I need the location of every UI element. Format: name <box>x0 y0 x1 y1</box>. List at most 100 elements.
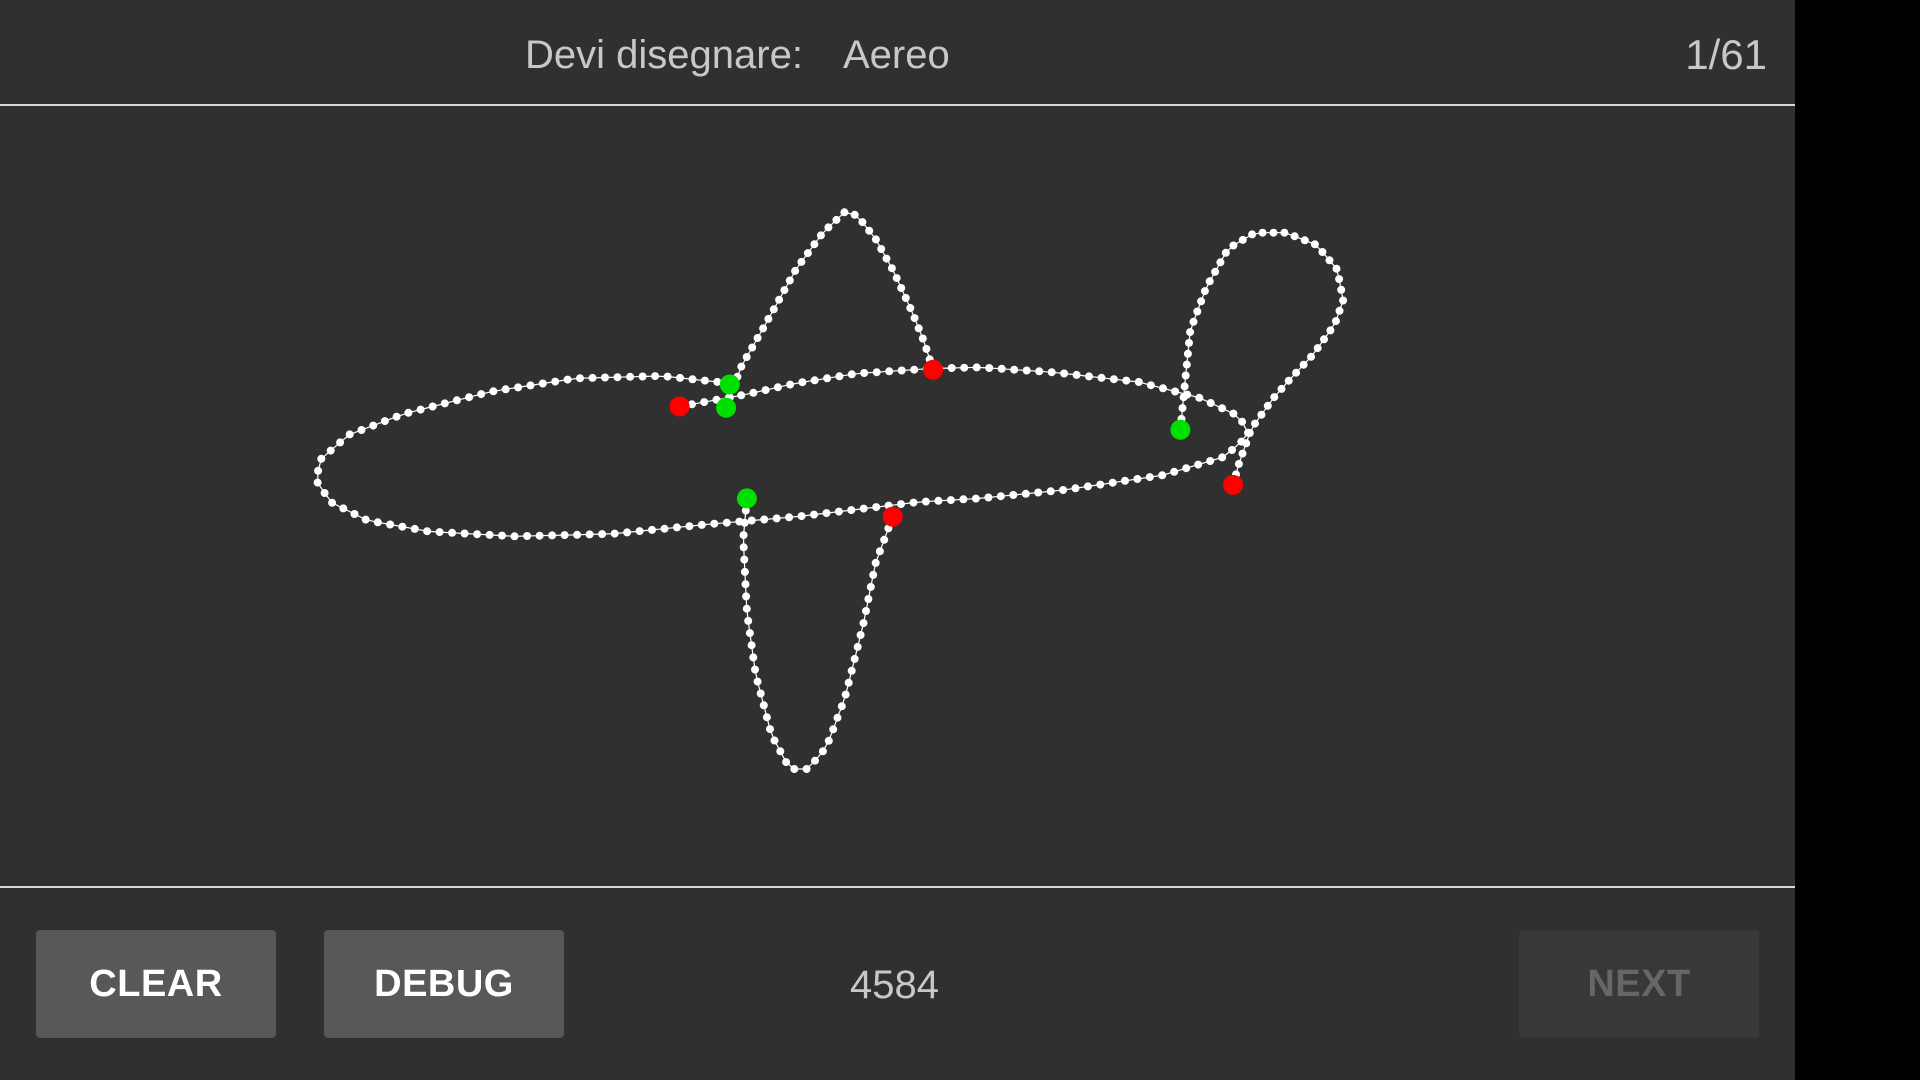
stroke-point <box>1186 328 1195 337</box>
stroke-point <box>585 530 594 539</box>
stroke-point <box>773 383 782 392</box>
stroke-point <box>858 218 867 227</box>
stroke-point <box>1280 228 1289 237</box>
stroke-point <box>756 689 765 698</box>
stroke-point <box>1085 372 1093 381</box>
stroke-point <box>780 286 789 295</box>
stroke-point <box>1181 371 1190 380</box>
stroke-point <box>345 430 354 439</box>
stroke-point <box>465 393 474 402</box>
stroke-point <box>685 522 694 531</box>
stroke-point <box>448 528 457 537</box>
stroke-point <box>810 240 819 249</box>
stroke-point <box>798 378 807 387</box>
stroke-point <box>1182 360 1191 369</box>
stroke-point <box>1229 241 1238 250</box>
stroke-point <box>737 362 746 371</box>
stroke-point <box>910 314 919 323</box>
stroke-point <box>1072 370 1081 379</box>
stroke-point <box>1158 471 1167 480</box>
stroke-point <box>766 725 774 734</box>
stroke-point <box>860 369 869 377</box>
stroke-point <box>350 510 359 518</box>
stroke-point <box>1242 439 1251 448</box>
stroke-end-marker <box>882 506 903 527</box>
stroke-point <box>1292 368 1301 377</box>
stroke-point <box>1022 366 1031 375</box>
stroke-point <box>751 665 759 674</box>
stroke-point <box>1060 369 1069 378</box>
stroke-end-marker <box>1223 474 1244 495</box>
stroke-point <box>1189 317 1198 326</box>
stroke-point <box>440 399 449 408</box>
stroke-point <box>897 500 905 509</box>
stroke-point <box>1195 393 1204 402</box>
stroke-point <box>700 376 709 385</box>
stroke-point <box>676 373 684 382</box>
stroke-start-marker <box>719 374 740 395</box>
stroke-point <box>847 666 856 675</box>
stroke-point <box>710 519 719 528</box>
stroke-point <box>832 215 841 224</box>
stroke-point <box>824 736 833 745</box>
stroke-point <box>1332 264 1341 273</box>
stroke-point <box>877 245 886 253</box>
stroke-point <box>947 364 956 372</box>
stroke-point <box>844 678 853 687</box>
stroke-point <box>1046 487 1055 496</box>
stroke-point <box>1245 429 1254 437</box>
stroke-point <box>1277 384 1286 393</box>
stroke-point <box>392 412 401 421</box>
stroke-point <box>737 391 746 400</box>
stroke-point <box>1221 248 1230 257</box>
stroke-point <box>535 531 544 540</box>
stroke-point <box>722 518 731 527</box>
stroke-point <box>747 641 756 650</box>
stroke-point <box>748 343 757 352</box>
stroke-point <box>361 515 370 524</box>
stroke-point <box>824 223 833 232</box>
stroke-point <box>1257 410 1266 419</box>
stroke-point <box>1331 317 1340 326</box>
header-bar: Devi disegnare: Aereo 1/61 <box>0 0 1795 105</box>
stroke-point <box>882 254 891 263</box>
stroke-point <box>1206 457 1215 465</box>
stroke-point <box>638 372 647 381</box>
stroke-point <box>829 725 838 734</box>
stroke-point <box>887 264 896 273</box>
stroke-point <box>369 421 378 430</box>
stroke-point <box>749 388 758 397</box>
next-button[interactable]: NEXT <box>1519 930 1759 1038</box>
stroke-point <box>782 758 791 767</box>
stroke-point <box>635 527 644 536</box>
stroke-1-line <box>316 366 1249 537</box>
stroke-point <box>785 276 794 285</box>
stroke-point <box>1178 404 1187 413</box>
stroke-point <box>1205 277 1214 286</box>
stroke-point <box>856 631 865 639</box>
stroke-point <box>601 373 609 382</box>
stroke-point <box>859 619 868 628</box>
stroke-point <box>1182 464 1191 473</box>
stroke-point <box>871 235 880 244</box>
stroke-point <box>1326 326 1335 335</box>
stroke-point <box>1211 267 1220 276</box>
stroke-point <box>971 494 980 503</box>
drawing-canvas[interactable] <box>0 106 1795 886</box>
stroke-point <box>741 580 750 589</box>
stroke-point <box>1009 491 1018 499</box>
stroke-point <box>1197 297 1206 306</box>
stroke-point <box>909 498 918 507</box>
stroke-point <box>946 496 955 505</box>
stroke-point <box>906 304 915 312</box>
stroke-point <box>739 543 748 552</box>
stroke-point <box>810 376 819 385</box>
stroke-point <box>489 387 498 396</box>
stroke-point <box>797 512 806 521</box>
stroke-point <box>1159 384 1167 393</box>
debug-button[interactable]: DEBUG <box>324 930 564 1038</box>
stroke-point <box>897 366 906 375</box>
stroke-point <box>373 518 382 527</box>
stroke-point <box>841 690 850 699</box>
clear-button[interactable]: CLEAR <box>36 930 276 1038</box>
